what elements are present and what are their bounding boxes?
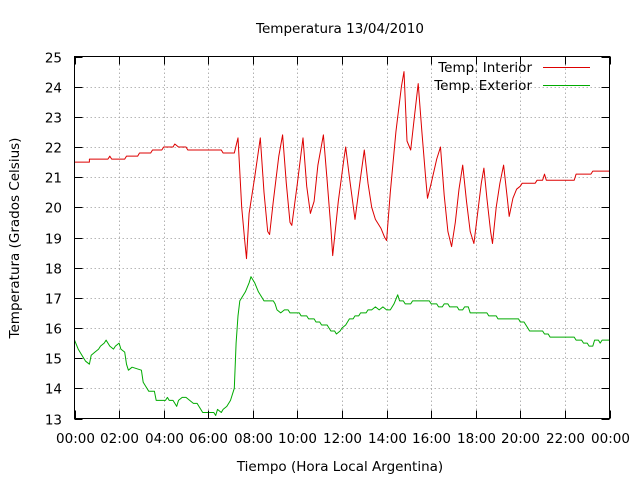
x-tick-label: 02:00 <box>100 431 139 447</box>
series-line-interior <box>74 71 610 260</box>
legend: Temp. Interior Temp. Exterior <box>433 60 590 94</box>
y-tick-labels: 13 14 15 16 17 18 19 20 21 22 23 24 25 <box>45 51 62 429</box>
x-tick-label: 10:00 <box>278 431 317 447</box>
legend-label: Temp. Interior <box>437 60 532 76</box>
y-tick-label: 21 <box>45 171 62 187</box>
x-tick-label: 06:00 <box>189 431 228 447</box>
y-tick-label: 20 <box>45 201 62 217</box>
x-tick-label: 20:00 <box>501 431 540 447</box>
y-tick-label: 19 <box>45 232 62 248</box>
y-tick-label: 23 <box>45 111 62 127</box>
plot-frame <box>74 56 610 419</box>
x-axis-label: Tiempo (Hora Local Argentina) <box>236 459 443 475</box>
x-tick-labels: 00:00 02:00 04:00 06:00 08:00 10:00 12:00 14:00… <box>56 431 630 447</box>
y-tick-label: 15 <box>45 352 62 368</box>
y-tick-label: 18 <box>45 262 62 278</box>
grid-lines <box>74 56 610 419</box>
x-tick-label: 00:00 <box>56 431 95 447</box>
y-tick-label: 16 <box>45 322 62 338</box>
x-tick-label: 04:00 <box>145 431 184 447</box>
series-line-exterior <box>74 276 610 416</box>
axis-ticks <box>74 56 611 420</box>
x-tick-label: 22:00 <box>546 431 585 447</box>
y-tick-label: 24 <box>45 81 62 97</box>
y-tick-label: 13 <box>45 413 62 429</box>
y-tick-label: 14 <box>45 382 62 398</box>
x-tick-label: 12:00 <box>323 431 362 447</box>
y-axis-label: Temperatura (Grados Celsius) <box>7 138 23 340</box>
y-tick-label: 25 <box>45 51 62 67</box>
chart-title: Temperatura 13/04/2010 <box>255 21 424 37</box>
x-tick-label: 18:00 <box>457 431 496 447</box>
x-tick-label: 14:00 <box>368 431 407 447</box>
x-tick-label: 00:00 <box>591 431 630 447</box>
y-tick-label: 22 <box>45 141 62 157</box>
legend-label: Temp. Exterior <box>433 78 532 94</box>
x-tick-label: 16:00 <box>412 431 451 447</box>
y-tick-label: 17 <box>45 292 62 308</box>
x-tick-label: 08:00 <box>234 431 273 447</box>
series-layer <box>74 71 610 416</box>
